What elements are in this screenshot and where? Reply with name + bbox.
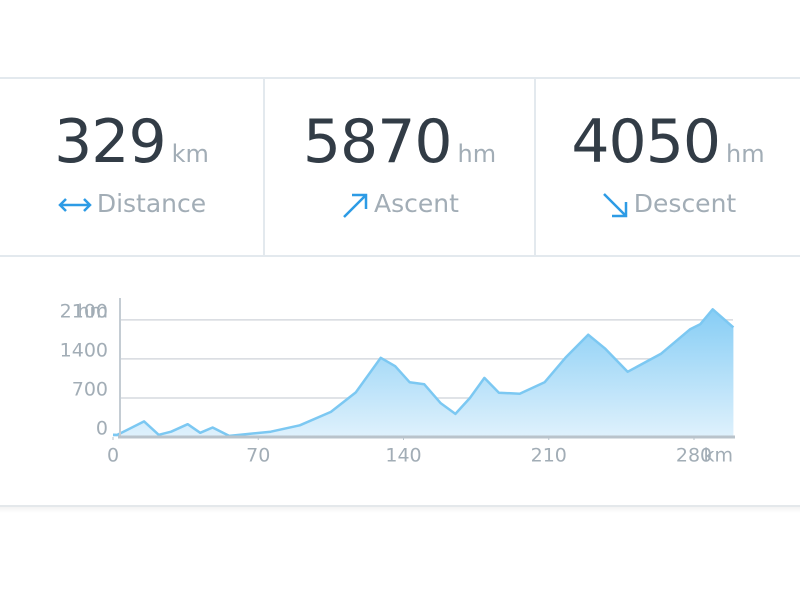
- stat-label-row: Ascent: [265, 189, 534, 220]
- y-tick-label: 700: [72, 378, 108, 400]
- ascent-icon: [343, 193, 368, 218]
- stat-box: 329 km Distance: [0, 79, 265, 255]
- stat-value-row: 5870 hm: [265, 107, 534, 177]
- elevation-line: [112, 308, 735, 438]
- y-tick-label: 2100: [60, 300, 108, 322]
- stat-box: 5870 hm Ascent: [265, 79, 536, 255]
- stats-bar: 329 km Distance 5870 hm Ascent 4050 hm Desc…: [0, 77, 800, 257]
- stat-label: Descent: [633, 189, 737, 218]
- stat-label-row: Descent: [536, 189, 800, 220]
- x-tick-label: 280: [676, 445, 712, 467]
- descent-icon: [602, 193, 628, 218]
- stat-box: 4050 hm Descent: [536, 79, 800, 255]
- stat-value-row: 329 km: [0, 107, 263, 177]
- stat-value: 5870: [302, 107, 453, 177]
- elevation-area: [113, 309, 734, 437]
- y-tick-label: 1400: [60, 339, 108, 361]
- x-tick-label: 210: [531, 445, 567, 467]
- x-tick-label: 70: [246, 445, 270, 467]
- stat-unit: km: [171, 140, 209, 168]
- stat-unit: hm: [457, 140, 497, 168]
- stat-label: Ascent: [374, 189, 459, 218]
- stat-unit: hm: [726, 140, 765, 168]
- stat-value-row: 4050 hm: [536, 107, 800, 177]
- x-unit-label: km: [703, 445, 733, 467]
- stat-label-row: Distance: [0, 189, 263, 218]
- x-tick-label: 140: [385, 445, 421, 467]
- stat-label: Distance: [96, 189, 207, 218]
- distance-icon: [58, 198, 92, 212]
- y-tick-label: 0: [96, 418, 108, 440]
- y-unit-label: hm: [77, 301, 108, 323]
- stat-value: 329: [54, 107, 167, 177]
- x-tick-label: 0: [107, 445, 119, 467]
- stat-value: 4050: [571, 107, 721, 177]
